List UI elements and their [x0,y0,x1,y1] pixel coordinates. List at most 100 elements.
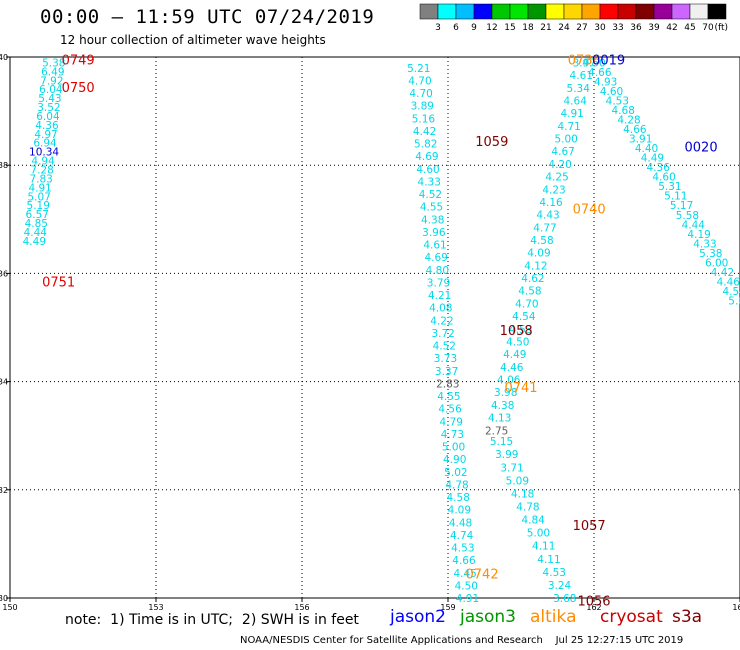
wave-height-point: 4.78 [445,479,468,491]
pass-time-label: 1056 [577,595,610,610]
page-title: 00:00 – 11:59 UTC 07/24/2019 [40,6,375,28]
wave-height-point: 4.55 [437,391,460,403]
colorbar-tick-label: 6 [453,23,459,33]
wave-height-point: 4.73 [441,429,464,441]
colorbar-unit: (ft) [714,23,728,33]
wave-height-point: 4.97 [34,129,57,141]
wave-height-point: 3.72 [431,328,454,340]
wave-height-point: 4.28 [617,115,640,127]
wave-height-point: 4.25 [545,172,568,184]
wave-height-point: 3.97 [573,57,596,69]
wave-height-point: 3.73 [434,353,457,365]
wave-height-point: 4.40 [635,143,658,155]
colorbar-legend: 3 6 9 12 15 18 21 24 27 30 33 36 39 42 45 70 (ft) [419,3,728,33]
wave-height-point: 4.79 [440,416,463,428]
wave-height-point: 3.37 [435,366,458,378]
wave-height-point: 4.53 [451,543,474,555]
pass-time-label: 1059 [475,135,508,150]
wave-height-point: 2.75 [485,425,508,437]
wave-height-point: 4.60 [600,86,623,98]
wave-height-point: 4.11 [537,554,560,566]
wave-height-point: 4.85 [25,218,48,230]
footer-credit-text: NOAA/NESDIS Center for Satellite Applica… [240,635,543,646]
x-tick-label: 150 [2,603,17,612]
wave-height-point: 6.04 [39,84,63,96]
wave-height-point: 4.49 [23,236,46,248]
wave-height-point: 4.54 [722,286,740,298]
y-tick-label: 36 [0,269,8,278]
wave-height-point: 4.52 [433,341,456,353]
y-tick-label: 34 [0,378,8,387]
wave-height-point: 4.78 [516,501,539,513]
pass-time-label: 0740 [573,202,606,217]
wave-height-point: 5.16 [412,113,436,125]
wave-height-point: 4.38 [421,214,444,226]
colorbar-tick-label: 3 [435,23,441,33]
wave-height-point: 6.00 [705,257,728,269]
colorbar-tick-label: 15 [504,23,515,33]
wave-height-point: 4.70 [408,75,431,87]
pass-time-label: 0750 [62,81,95,96]
wave-height-point: 5.07 [28,191,51,203]
pass-time-label: 0738 [568,54,601,69]
wave-height-point: 4.60 [416,164,439,176]
wave-height-point: 4.94 [31,156,55,168]
wave-height-point: 4.64 [564,95,588,107]
colorbar-tick-label: 12 [486,23,497,33]
wave-height-point: 4.09 [527,248,550,260]
wave-height-point: 4.58 [530,235,553,247]
wave-height-point: 4.62 [521,273,544,285]
wave-height-point: 4.91 [560,108,583,120]
wave-height-point: 3.98 [494,387,517,399]
wave-height-point: 4.19 [687,229,710,241]
wave-height-point: 4.48 [449,517,472,529]
wave-height-point: 4.33 [418,176,441,188]
colorbar-tick-label: 70 [702,23,714,33]
wave-height-point: 4.09 [448,505,471,517]
pass-time-label: 1057 [573,519,606,534]
wave-height-point: 5.58 [676,210,699,222]
y-tick-label: 38 [0,161,8,170]
wave-height-point: 4.61 [570,70,593,82]
wave-height-point: 4.91 [28,182,51,194]
wave-height-point: 4.49 [503,349,526,361]
wave-height-point: 4.60 [652,172,675,184]
wave-height-point: 4.54 [512,311,536,323]
colorbar-tick-label: 39 [648,23,660,33]
colorbar-tick-label: 42 [666,23,677,33]
wave-height-point: 4.66 [452,555,476,567]
colorbar-tick-label: 33 [612,23,623,33]
track-1: 5.386.497.926.045.433.526.044.364.976.94… [23,57,66,248]
wave-height-point: 6.04 [36,111,60,123]
wave-height-point: 5.00 [442,442,465,454]
y-tick-label: 40 [0,53,8,62]
wave-height-point: 4.55 [420,202,443,214]
wave-height-point: 4.68 [612,105,635,117]
wave-height-point: 4.67 [551,146,574,158]
wave-height-point: 10.34 [29,147,59,159]
wave-height-point: 4.70 [409,88,432,100]
x-tick-label: 162 [586,603,601,612]
wave-height-point: 4.36 [35,120,59,132]
wave-height-point: 4.56 [438,404,462,416]
wave-height-point: 3.79 [427,277,450,289]
footer-timestamp: Jul 25 12:27:15 UTC 2019 [555,635,684,646]
wave-height-point: 4.44 [682,219,706,231]
wave-height-point: 5.21 [407,63,430,75]
wave-height-point: 5.00 [527,528,550,540]
wave-height-point: 4.20 [548,159,571,171]
wave-height-point: 4.52 [419,189,442,201]
wave-height-point: 5.43 [38,93,61,105]
legend-note: note: 1) Time is in UTC; 2) SWH is in fe… [65,612,359,628]
colorbar-tick-label: 9 [471,23,477,33]
pass-time-label: 0749 [62,54,95,69]
track-5: 5.153.993.715.094.184.784.845.004.114.11… [490,436,577,605]
wave-height-point: 4.22 [430,315,453,327]
wave-height-point: 3.89 [411,101,434,113]
page-subtitle: 12 hour collection of altimeter wave hei… [60,33,326,47]
wave-height-point: 4.61 [423,240,446,252]
wave-height-point: 3.68 [553,593,576,605]
wave-height-point: 4.66 [588,67,612,79]
wave-height-point: 4.50 [455,580,478,592]
wave-height-point: 4.50 [582,57,605,69]
